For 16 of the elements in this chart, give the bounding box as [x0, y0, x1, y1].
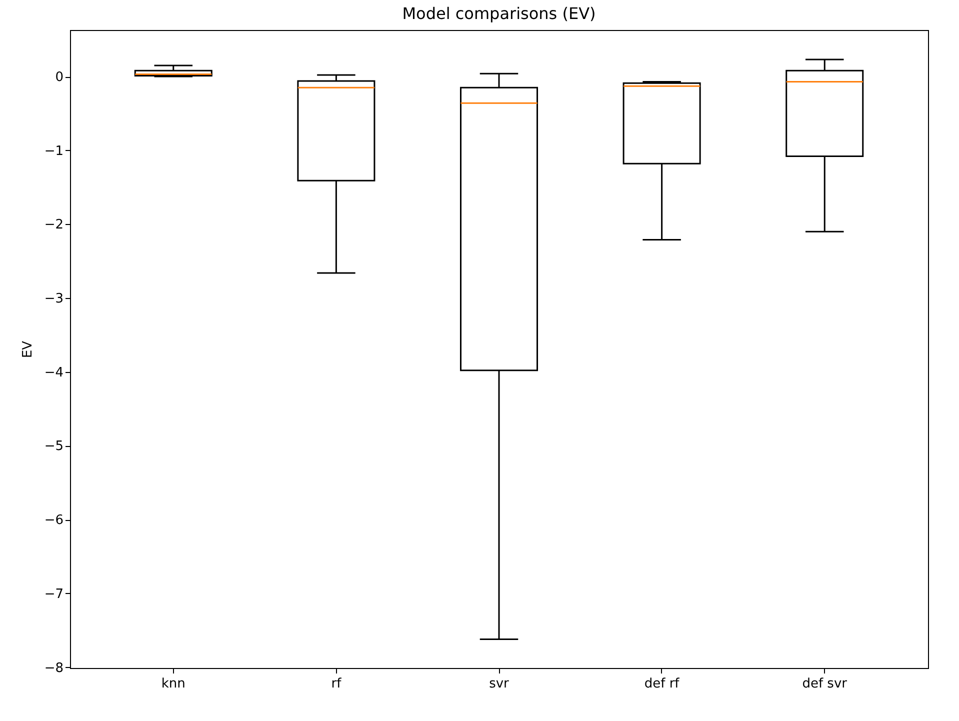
x-tick-label: rf: [331, 676, 342, 692]
chart-title: Model comparisons (EV): [402, 4, 596, 23]
y-tick-label: −3: [44, 292, 64, 307]
y-axis-title: EV: [20, 340, 36, 358]
y-tick-label: −5: [44, 439, 64, 454]
y-tick-label: −1: [44, 144, 64, 159]
x-tick-label: svr: [489, 676, 510, 692]
y-tick-label: −2: [44, 218, 64, 233]
x-tick-label: knn: [161, 676, 186, 692]
x-tick-label: def svr: [802, 676, 848, 692]
y-tick-label: 0: [55, 70, 64, 86]
y-tick-label: −6: [44, 513, 64, 528]
x-tick-label: def rf: [644, 676, 680, 692]
y-tick-label: −4: [44, 365, 64, 380]
y-tick-label: −8: [44, 660, 64, 676]
y-tick-label: −7: [44, 586, 64, 602]
